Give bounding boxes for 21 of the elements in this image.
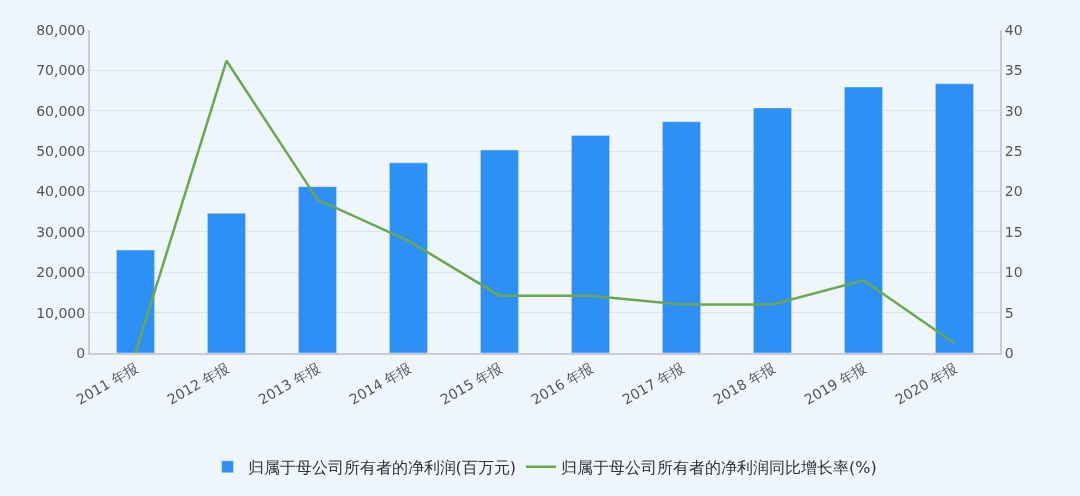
y-tick-label: 70,000 xyxy=(36,62,86,79)
line-series xyxy=(134,59,956,353)
legend-label: 归属于母公司所有者的净利润同比增长率(%) xyxy=(560,458,877,478)
y2-tick-label: 15 xyxy=(1004,223,1023,240)
y2-tick-label: 0 xyxy=(1004,344,1014,361)
y2-tick-label: 10 xyxy=(1004,264,1023,281)
y-tick-label: 40,000 xyxy=(36,183,86,200)
y-tick-label: 80,000 xyxy=(36,21,86,38)
y-tick-label: 30,000 xyxy=(36,223,86,240)
y2-tick-label: 40 xyxy=(1004,21,1023,38)
y-tick-label: 20,000 xyxy=(36,264,86,281)
y-tick-label: 50,000 xyxy=(36,143,86,160)
y-tick-label: 60,000 xyxy=(36,102,86,119)
y2-tick-label: 35 xyxy=(1004,62,1023,79)
y2-tick-label: 5 xyxy=(1004,304,1014,321)
y2-tick-label: 25 xyxy=(1004,143,1023,160)
y2-tick-label: 20 xyxy=(1004,183,1023,200)
y2-tick-label: 30 xyxy=(1004,102,1023,119)
legend-label: 归属于母公司所有者的净利润(百万元) xyxy=(247,458,516,478)
y-tick-label: 10,000 xyxy=(36,304,86,321)
y-tick-label: 0 xyxy=(76,344,86,361)
